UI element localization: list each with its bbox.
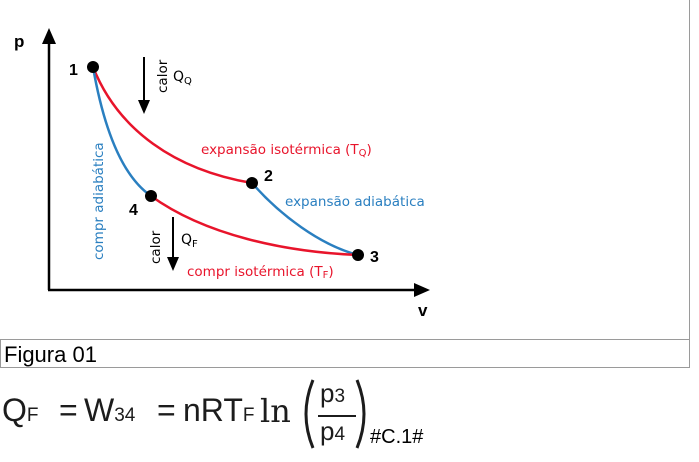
curve-adiabatic-compression: [91, 66, 152, 198]
figure-frame: [0, 0, 690, 340]
state-label-3: 3: [370, 249, 379, 266]
heat-equation: QF = W34 = nRTF ln p3 p4 #C.1#: [2, 378, 602, 450]
equation-reference: #C.1#: [370, 426, 424, 448]
y-axis-label: p: [14, 32, 24, 51]
x-axis-label: v: [418, 301, 428, 320]
heat-in-word: calor: [155, 59, 171, 93]
eq-lhs: QF: [2, 392, 39, 428]
x-axis-arrow-icon: [414, 283, 430, 297]
curve-isothermal-expansion: [91, 66, 253, 185]
eq-equals-2: =: [157, 392, 176, 428]
pv-diagram: p v 1 2 3 4 expansão isotérmica (TQ) exp…: [14, 28, 430, 320]
state-point-1: [87, 61, 99, 73]
eq-left-paren: [304, 379, 315, 449]
y-axis-arrow-icon: [42, 28, 56, 44]
label-adiabatic-expansion: expansão adiabática: [285, 194, 425, 210]
heat-out-arrow-icon: [167, 257, 179, 271]
state-label-4: 4: [129, 202, 138, 219]
heat-out-symbol: QF: [181, 232, 198, 250]
eq-work: W34: [84, 392, 136, 428]
eq-right-paren: [355, 379, 366, 449]
heat-in-symbol: QQ: [173, 69, 192, 87]
state-label-1: 1: [69, 62, 78, 79]
caption-box: Figura 01: [0, 340, 690, 368]
eq-numerator: p3: [320, 378, 346, 408]
curve-isothermal-compression: [150, 194, 359, 257]
eq-fraction-bar: [318, 415, 356, 417]
label-isothermal-expansion: expansão isotérmica (TQ): [201, 142, 372, 159]
label-isothermal-compression: compr isotérmica (TF): [187, 264, 334, 281]
eq-ln: ln: [260, 392, 291, 430]
state-point-3: [352, 249, 364, 261]
figure-caption: Figura 01: [4, 342, 97, 367]
eq-nrt: nRTF: [183, 392, 255, 428]
state-point-2: [246, 177, 258, 189]
curve-adiabatic-expansion: [251, 182, 359, 257]
state-label-2: 2: [264, 168, 273, 185]
heat-out-word: calor: [148, 230, 164, 264]
heat-in-arrow-icon: [138, 100, 150, 114]
label-adiabatic-compression: compr adiabática: [91, 142, 107, 260]
eq-equals-1: =: [59, 392, 78, 428]
state-point-4: [145, 190, 157, 202]
eq-denominator: p4: [320, 416, 346, 446]
